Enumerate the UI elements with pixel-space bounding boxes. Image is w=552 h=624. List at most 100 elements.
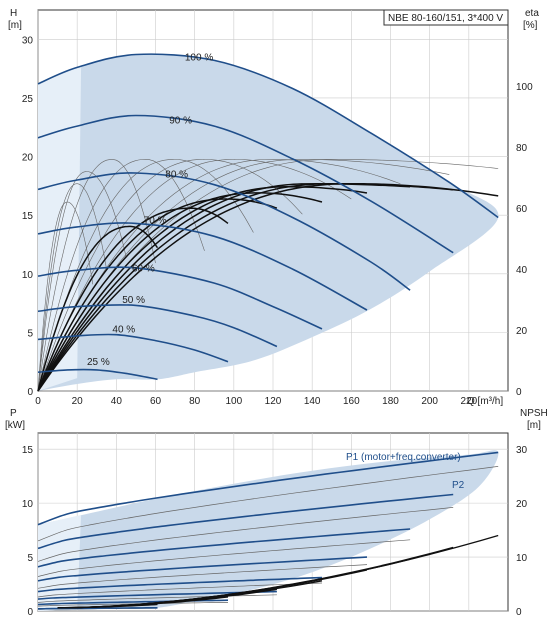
head-efficiency-panel: 0 20 40 60 80 100 120 140 160 180 200 2200510152025… bbox=[8, 8, 539, 407]
x-axis-label: Q [m³/h] bbox=[467, 396, 503, 407]
y-left-label-bottom-1: P bbox=[10, 408, 17, 419]
x-tick-label-top: 80 bbox=[189, 396, 201, 407]
npsh-curves bbox=[57, 534, 499, 609]
y-left-tick-label-top: 0 bbox=[27, 387, 33, 398]
y-right-label-bottom-2: [m] bbox=[527, 420, 541, 431]
eta-curve bbox=[37, 182, 411, 392]
thin-eta-line bbox=[37, 159, 156, 392]
p1-curve bbox=[37, 576, 323, 593]
y-right-tick-label-bottom: 0 bbox=[516, 607, 522, 618]
p2-curve bbox=[37, 564, 368, 589]
top-head-curves bbox=[37, 53, 499, 381]
head-curve-90pct bbox=[37, 114, 454, 254]
x-tick-label-top: 40 bbox=[111, 396, 123, 407]
top-axis-ticks: 0 20 40 60 80 100 120 140 160 180 200 2200510152025… bbox=[22, 35, 533, 407]
x-tick-label-top: 20 bbox=[72, 396, 84, 407]
p2-annotation: P2 bbox=[452, 480, 465, 491]
thin-eta-line bbox=[37, 159, 303, 392]
p1-curve bbox=[37, 493, 454, 550]
y-right-tick-label-top: 40 bbox=[516, 265, 528, 276]
speed-label: 25 % bbox=[87, 357, 110, 368]
speed-label: 40 % bbox=[112, 324, 135, 335]
p1-curves bbox=[37, 451, 499, 610]
y-right-tick-label-bottom: 10 bbox=[516, 553, 528, 564]
speed-label: 90 % bbox=[169, 116, 192, 127]
npsh-curve bbox=[57, 603, 158, 609]
y-right-label-top-1: eta bbox=[525, 8, 539, 19]
head-curve-50pct bbox=[37, 304, 278, 348]
p1-annotation: P1 (motor+freq.converter) bbox=[346, 452, 461, 463]
x-tick-label-top: 60 bbox=[150, 396, 162, 407]
y-left-tick-label-bottom: 10 bbox=[22, 499, 34, 510]
speed-label: 50 % bbox=[122, 295, 145, 306]
y-right-tick-label-top: 100 bbox=[516, 82, 533, 93]
eta-curve bbox=[37, 198, 278, 392]
y-left-tick-label-top: 15 bbox=[22, 211, 34, 222]
y-left-tick-label-top: 25 bbox=[22, 94, 34, 105]
y-right-tick-label-top: 0 bbox=[516, 387, 522, 398]
p2-curve bbox=[37, 466, 499, 542]
thin-eta-line bbox=[37, 183, 107, 392]
thin-eta-line bbox=[37, 171, 127, 392]
p2-curve bbox=[37, 602, 229, 607]
eta-curve bbox=[37, 207, 229, 392]
p1-curve bbox=[37, 590, 277, 600]
y-left-label-bottom-2: [kW] bbox=[5, 420, 25, 431]
eta-curve bbox=[37, 192, 323, 392]
y-right-tick-label-bottom: 20 bbox=[516, 499, 528, 510]
x-tick-label-top: 0 bbox=[35, 396, 41, 407]
p2-curve bbox=[37, 594, 277, 603]
p1-curve bbox=[37, 607, 158, 610]
operating-area bbox=[38, 54, 499, 392]
power-operating-area bbox=[38, 450, 499, 611]
thin-eta-line bbox=[37, 159, 205, 392]
p1-curve bbox=[37, 451, 499, 526]
head-curve-40pct bbox=[37, 333, 229, 363]
power-npsh-panel: 0 5 10 15 0 10 20 30 P [kW] NPSH [m] P1 (motor+… bbox=[5, 408, 548, 618]
p2-curve bbox=[37, 539, 411, 577]
speed-label: 100 % bbox=[185, 52, 213, 63]
speed-label: 60 % bbox=[132, 263, 155, 274]
thin-eta-line bbox=[37, 159, 254, 392]
thin-eta-line bbox=[37, 159, 352, 392]
y-left-label-top-1: H bbox=[10, 8, 17, 19]
x-tick-label-top: 120 bbox=[265, 396, 282, 407]
head-curve-70pct bbox=[37, 222, 368, 311]
head-curve-100pct bbox=[37, 53, 499, 219]
y-left-tick-label-bottom: 5 bbox=[27, 553, 33, 564]
y-left-tick-label-top: 30 bbox=[22, 35, 34, 46]
x-tick-label-top: 180 bbox=[382, 396, 399, 407]
y-right-label-top-2: [%] bbox=[523, 20, 538, 31]
p2-curve bbox=[37, 582, 323, 598]
speed-label: 80 % bbox=[165, 170, 188, 181]
y-right-tick-label-bottom: 30 bbox=[516, 445, 528, 456]
y-left-label-top-2: [m] bbox=[8, 20, 22, 31]
bottom-axis-ticks: 0 5 10 15 0 10 20 30 bbox=[22, 445, 528, 618]
y-left-tick-label-bottom: 15 bbox=[22, 445, 34, 456]
title-box bbox=[383, 9, 509, 26]
y-right-tick-label-top: 80 bbox=[516, 143, 528, 154]
y-right-label-bottom-1: NPSH bbox=[520, 408, 548, 419]
p1-curve bbox=[37, 528, 411, 568]
p2-curve bbox=[37, 507, 454, 562]
x-tick-label-top: 200 bbox=[421, 396, 438, 407]
head-curve-80pct bbox=[37, 172, 411, 291]
y-left-tick-label-top: 20 bbox=[22, 153, 34, 164]
x-tick-label-top: 100 bbox=[225, 396, 242, 407]
y-right-tick-label-top: 60 bbox=[516, 204, 528, 215]
y-left-tick-label-bottom: 0 bbox=[27, 607, 33, 618]
head-curve-25pct bbox=[37, 368, 158, 381]
y-right-tick-label-top: 20 bbox=[516, 326, 528, 337]
p1-curve bbox=[37, 556, 368, 582]
speed-label: 70 % bbox=[144, 215, 167, 226]
eta-curve bbox=[37, 225, 159, 392]
y-left-tick-label-top: 10 bbox=[22, 270, 34, 281]
chart-title: NBE 80-160/151, 3*400 V bbox=[388, 13, 503, 24]
x-tick-label-top: 160 bbox=[343, 396, 360, 407]
x-tick-label-top: 140 bbox=[304, 396, 321, 407]
y-left-tick-label-top: 5 bbox=[27, 328, 33, 339]
top-speed-labels: 100 % 90 % 80 % 70 % 60 % 50 % 40 % 25 % bbox=[87, 52, 213, 368]
head-curve-60pct bbox=[37, 266, 323, 330]
x-tick-label-top: 220 bbox=[460, 396, 477, 407]
